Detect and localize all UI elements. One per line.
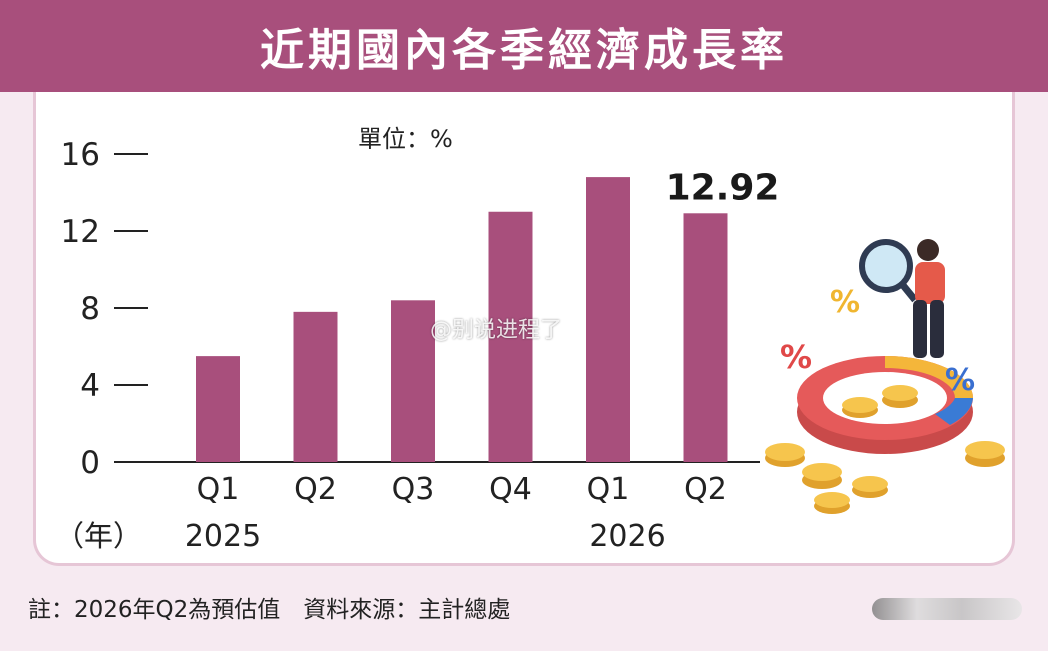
bar-2	[293, 311, 338, 462]
bar-3	[391, 300, 435, 462]
year-label: 2026	[589, 519, 665, 554]
x-tick-label: Q2	[294, 472, 337, 507]
corner-logo-icon	[872, 598, 1022, 620]
x-axis: Q1 Q2 Q3 Q4 Q1 Q2 （年） 2025 2026	[55, 472, 727, 554]
data-labels: 12.92	[666, 167, 780, 208]
bar-6	[683, 213, 728, 462]
bar-4	[488, 211, 533, 462]
percent-sign-icon: % % %	[780, 285, 975, 398]
svg-text:%: %	[780, 338, 812, 376]
y-axis: 0 4 8 12 16 單位：%	[61, 125, 760, 481]
svg-text:%: %	[945, 363, 975, 398]
bar-1	[196, 356, 240, 462]
y-tick-label: 12	[61, 214, 100, 250]
bars	[196, 177, 728, 462]
coin-stack-icon	[765, 385, 1005, 514]
x-tick-label: Q2	[684, 472, 727, 507]
economy-illustration: % % %	[765, 239, 1005, 514]
x-axis-label: （年）	[55, 519, 142, 553]
chart-title: 近期國內各季經濟成長率	[260, 25, 788, 76]
bar-5	[586, 177, 630, 462]
x-tick-label: Q1	[197, 472, 240, 507]
y-tick-label: 0	[80, 445, 100, 481]
svg-text:%: %	[830, 285, 860, 320]
title-bar: 近期國內各季經濟成長率	[0, 0, 1048, 92]
y-tick-label: 16	[61, 137, 100, 173]
x-tick-label: Q4	[489, 472, 532, 507]
watermark: @别说进程了	[430, 318, 563, 343]
person-with-magnifier-icon	[859, 239, 945, 358]
footer-note: 註：2026年Q2為預估值 資料來源：主計總處	[28, 597, 511, 623]
x-tick-label: Q3	[392, 472, 435, 507]
unit-label: 單位：%	[358, 125, 453, 153]
y-tick-label: 8	[80, 291, 100, 327]
y-tick-label: 4	[80, 368, 100, 404]
data-label: 12.92	[666, 167, 780, 208]
x-tick-label: Q1	[587, 472, 630, 507]
year-label: 2025	[185, 519, 261, 554]
